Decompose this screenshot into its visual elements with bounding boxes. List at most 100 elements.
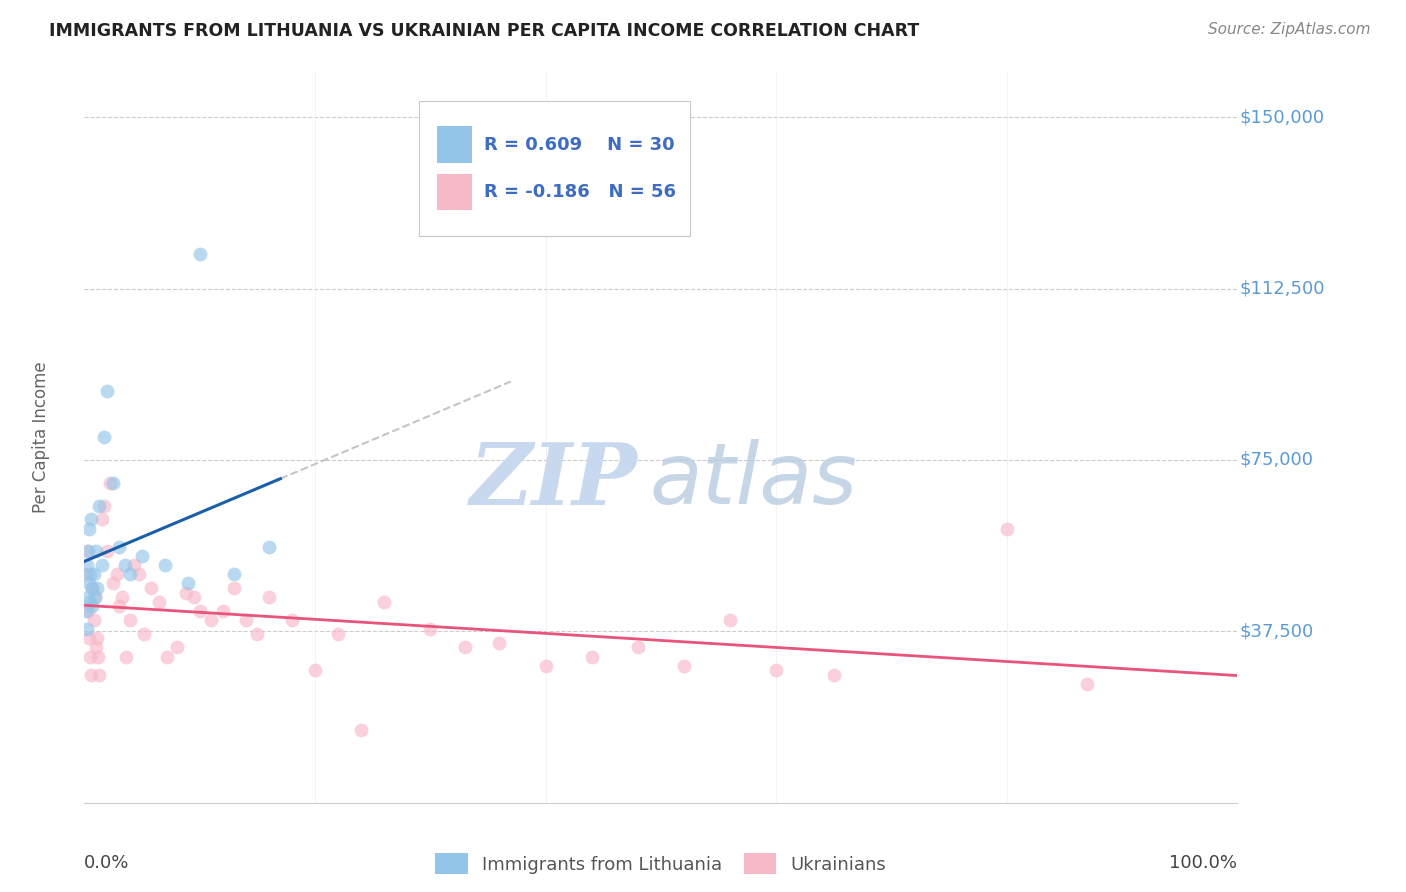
Point [90,512,112,526]
Point [86,632,108,646]
Point [153,558,176,573]
Legend: Immigrants from Lithuania, Ukrainians: Immigrants from Lithuania, Ukrainians [427,847,894,881]
Point [108,540,131,554]
Text: R = 0.609    N = 30: R = 0.609 N = 30 [485,136,675,153]
Point [823,667,845,681]
Point [114,558,136,573]
Text: $75,000: $75,000 [1240,451,1313,469]
Point [76,590,98,604]
Point [188,247,211,261]
Point [108,599,131,614]
Point [177,576,200,591]
Point [419,622,441,636]
Point [76,558,98,573]
Point [90,558,112,573]
Point [79,567,101,582]
Point [627,640,650,655]
Point [77,576,100,591]
Point [103,475,124,490]
Point [211,604,233,618]
Text: Per Capita Income: Per Capita Income [31,361,49,513]
FancyBboxPatch shape [419,101,690,235]
Point [128,567,150,582]
Point [82,581,104,595]
Text: $150,000: $150,000 [1240,108,1324,126]
Point [83,567,105,582]
FancyBboxPatch shape [437,174,472,211]
Point [350,723,373,737]
Point [246,626,269,640]
Point [89,499,111,513]
Point [96,384,118,399]
Text: Source: ZipAtlas.com: Source: ZipAtlas.com [1208,22,1371,37]
Point [131,549,153,563]
Point [995,521,1018,535]
Point [304,663,326,677]
Point [93,499,115,513]
Point [76,544,98,558]
Point [87,649,110,664]
Point [79,649,101,664]
Point [765,663,787,677]
Point [534,658,557,673]
Point [83,590,105,604]
Point [373,594,395,608]
Point [115,649,138,664]
Point [120,567,142,582]
Point [76,604,98,618]
FancyBboxPatch shape [437,127,472,163]
Point [454,640,477,655]
Point [83,590,105,604]
Point [103,576,124,591]
Point [166,640,188,655]
Point [84,544,107,558]
Point [148,594,170,608]
Point [581,649,603,664]
Point [488,636,510,650]
Point [89,667,111,681]
Point [326,626,349,640]
Point [76,622,98,636]
Point [80,667,103,681]
Text: 100.0%: 100.0% [1170,854,1237,872]
Point [79,594,101,608]
Point [188,604,211,618]
Text: 0.0%: 0.0% [84,854,129,872]
Point [98,475,121,490]
Point [82,599,104,614]
Point [75,567,97,582]
Point [141,581,163,595]
Point [183,590,205,604]
Point [83,613,105,627]
Point [111,590,134,604]
Text: R = -0.186   N = 56: R = -0.186 N = 56 [485,183,676,201]
Point [200,613,222,627]
Point [281,613,304,627]
Point [76,544,98,558]
Point [77,632,100,646]
Text: IMMIGRANTS FROM LITHUANIA VS UKRAINIAN PER CAPITA INCOME CORRELATION CHART: IMMIGRANTS FROM LITHUANIA VS UKRAINIAN P… [49,22,920,40]
Point [84,640,107,655]
Point [235,613,257,627]
Text: $37,500: $37,500 [1240,623,1313,640]
Point [93,430,115,444]
Point [82,581,104,595]
Point [224,567,246,582]
Point [257,590,280,604]
Point [174,585,197,599]
Point [672,658,695,673]
Text: ZIP: ZIP [470,439,638,523]
Point [156,649,179,664]
Point [122,558,145,573]
Point [718,613,741,627]
Point [120,613,142,627]
Point [96,544,118,558]
Point [77,521,100,535]
Point [105,567,128,582]
Point [75,604,97,618]
Point [1076,677,1098,691]
Text: atlas: atlas [650,440,858,523]
Point [224,581,246,595]
Point [257,540,280,554]
Point [80,512,103,526]
